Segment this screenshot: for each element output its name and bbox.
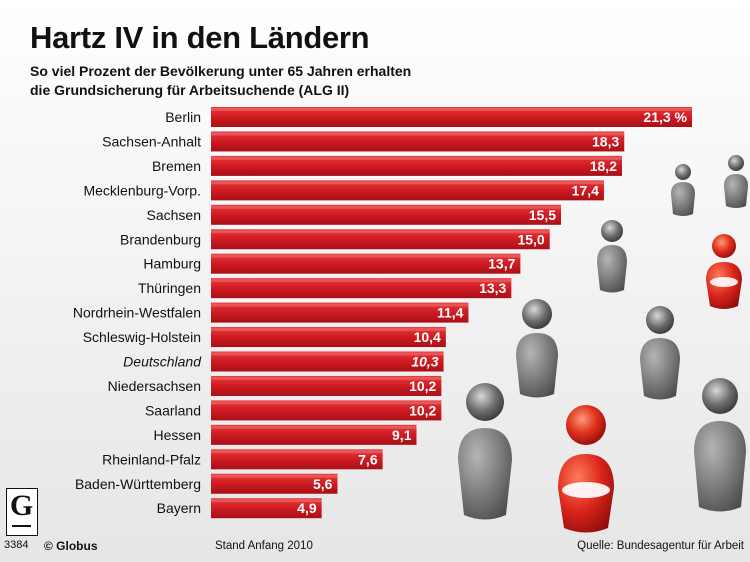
bar-highlight bbox=[211, 425, 417, 429]
bar bbox=[211, 449, 383, 470]
category-label: Niedersachsen bbox=[108, 378, 201, 394]
value-label: 13,7 bbox=[488, 256, 515, 272]
source-label: Quelle: Bundesagentur für Arbeit bbox=[577, 540, 744, 552]
person-icon-highlight bbox=[706, 234, 742, 309]
value-label: 10,2 bbox=[409, 378, 436, 394]
bar-highlight bbox=[211, 303, 469, 307]
person-icon bbox=[724, 155, 748, 208]
bar bbox=[211, 400, 442, 421]
bar bbox=[211, 253, 521, 274]
bars-group: Berlin 21,3 % Sachsen-Anhalt 18,3 Bremen 18,2… bbox=[73, 107, 692, 519]
person-icon bbox=[516, 299, 558, 398]
bar bbox=[211, 204, 562, 225]
bar bbox=[211, 131, 625, 152]
category-label: Nordrhein-Westfalen bbox=[73, 305, 201, 321]
bar-highlight bbox=[211, 254, 521, 258]
value-label: 15,0 bbox=[517, 231, 544, 247]
bar bbox=[211, 229, 550, 250]
category-label: Mecklenburg-Vorp. bbox=[83, 182, 201, 198]
category-label: Deutschland bbox=[123, 354, 202, 370]
bar-highlight bbox=[211, 108, 692, 111]
bar bbox=[211, 327, 446, 348]
bar-highlight bbox=[211, 352, 444, 356]
category-label: Rheinland-Pfalz bbox=[102, 451, 201, 467]
value-label: 9,1 bbox=[392, 427, 412, 443]
category-label: Bremen bbox=[152, 158, 201, 174]
value-label: 13,3 bbox=[479, 280, 506, 296]
bar bbox=[211, 473, 338, 494]
bar-highlight bbox=[211, 279, 512, 283]
category-label: Hessen bbox=[154, 427, 201, 443]
bar bbox=[211, 107, 692, 127]
bar bbox=[211, 180, 604, 201]
bar-highlight bbox=[211, 474, 338, 478]
bar-highlight bbox=[211, 328, 446, 332]
globus-logo: G bbox=[6, 488, 38, 536]
category-label: Bayern bbox=[157, 500, 201, 516]
value-label: 15,5 bbox=[529, 207, 556, 223]
person-icon bbox=[597, 220, 627, 293]
bar-highlight bbox=[211, 156, 622, 160]
bar-highlight bbox=[211, 401, 442, 405]
bar bbox=[211, 375, 442, 396]
category-label: Schleswig-Holstein bbox=[83, 329, 201, 345]
date-label: Stand Anfang 2010 bbox=[215, 540, 313, 552]
category-label: Thüringen bbox=[138, 280, 201, 296]
chart-subtitle: So viel Prozent der Bevölkerung unter 65… bbox=[30, 62, 500, 100]
bar-highlight bbox=[211, 205, 562, 209]
value-label: 4,9 bbox=[297, 500, 317, 516]
value-label: 21,3 % bbox=[643, 109, 687, 125]
bar-highlight bbox=[211, 450, 383, 454]
bar bbox=[211, 498, 322, 519]
person-icon bbox=[458, 383, 512, 520]
bar-highlight bbox=[211, 132, 625, 136]
value-label: 17,4 bbox=[572, 182, 599, 198]
value-label: 11,4 bbox=[437, 305, 464, 321]
person-icon-highlight bbox=[558, 405, 614, 533]
category-label: Saarland bbox=[145, 402, 201, 418]
bar bbox=[211, 302, 469, 323]
bar bbox=[211, 351, 444, 372]
category-label: Brandenburg bbox=[120, 231, 201, 247]
bar-highlight bbox=[211, 499, 322, 503]
value-label: 10,4 bbox=[414, 329, 441, 345]
value-label: 10,2 bbox=[409, 402, 436, 418]
copyright-label: © Globus bbox=[44, 539, 98, 553]
category-label: Berlin bbox=[165, 109, 201, 125]
value-label: 18,3 bbox=[592, 133, 619, 149]
person-icon bbox=[671, 164, 695, 216]
value-label: 7,6 bbox=[358, 451, 378, 467]
logo-letter: G bbox=[7, 491, 36, 527]
value-label: 5,6 bbox=[313, 476, 333, 492]
graphic-number: 3384 bbox=[4, 539, 29, 551]
bar bbox=[211, 155, 622, 176]
category-label: Sachsen-Anhalt bbox=[102, 133, 201, 149]
bar-highlight bbox=[211, 376, 442, 380]
chart-title: Hartz IV in den Ländern bbox=[30, 20, 370, 55]
bar bbox=[211, 424, 417, 445]
person-icon bbox=[640, 306, 680, 400]
subtitle-line-2: die Grundsicherung für Arbeitsuchende (A… bbox=[30, 82, 350, 98]
category-label: Baden-Württemberg bbox=[75, 476, 201, 492]
subtitle-line-1: So viel Prozent der Bevölkerung unter 65… bbox=[30, 63, 412, 79]
value-label: 10,3 bbox=[411, 354, 438, 370]
person-icon bbox=[694, 378, 746, 512]
category-label: Sachsen bbox=[147, 207, 201, 223]
bar-highlight bbox=[211, 181, 604, 185]
value-label: 18,2 bbox=[590, 158, 617, 174]
bar bbox=[211, 278, 512, 299]
bar-highlight bbox=[211, 230, 550, 234]
category-label: Hamburg bbox=[143, 256, 201, 272]
